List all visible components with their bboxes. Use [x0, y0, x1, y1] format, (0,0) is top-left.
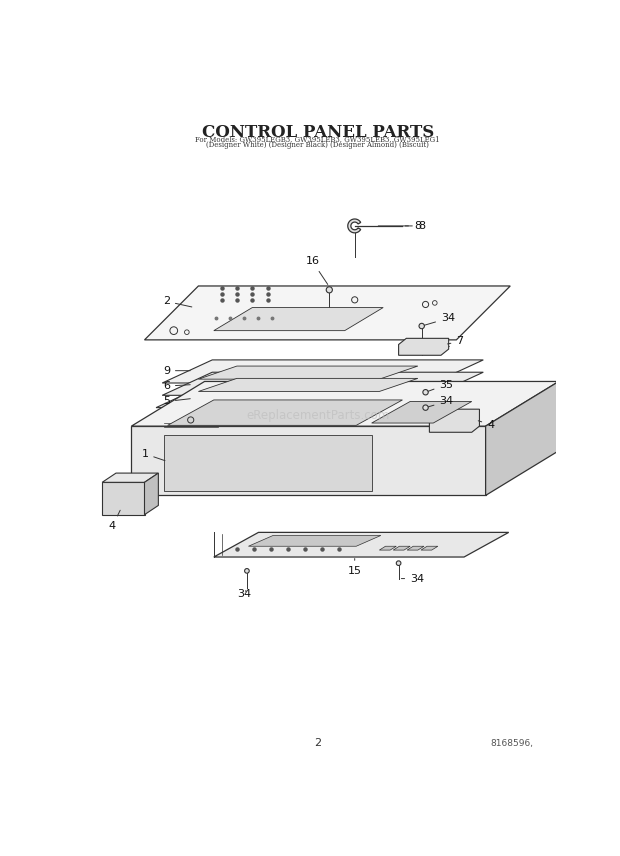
Text: 15: 15 — [348, 559, 361, 576]
Text: 6: 6 — [163, 381, 190, 391]
Text: 35: 35 — [428, 379, 453, 391]
Circle shape — [245, 568, 249, 574]
Wedge shape — [348, 219, 361, 233]
Circle shape — [326, 287, 332, 293]
Polygon shape — [249, 536, 381, 546]
Polygon shape — [430, 409, 479, 432]
Text: CONTROL PANEL PARTS: CONTROL PANEL PARTS — [202, 124, 434, 141]
Polygon shape — [162, 360, 484, 383]
Text: 2: 2 — [163, 296, 192, 307]
Polygon shape — [371, 401, 472, 423]
Text: 5: 5 — [163, 396, 190, 407]
Text: 4: 4 — [478, 419, 494, 430]
Text: 34: 34 — [424, 313, 455, 325]
Text: 8168596,: 8168596, — [490, 739, 533, 748]
Text: 4: 4 — [109, 510, 120, 532]
Text: eReplacementParts.com: eReplacementParts.com — [246, 409, 389, 422]
Polygon shape — [102, 482, 144, 514]
Polygon shape — [421, 546, 438, 550]
Circle shape — [423, 405, 428, 410]
Polygon shape — [214, 307, 383, 330]
Text: 1: 1 — [141, 449, 165, 461]
Text: 34: 34 — [237, 589, 252, 599]
Text: 34: 34 — [428, 396, 454, 407]
Polygon shape — [393, 546, 410, 550]
Polygon shape — [131, 426, 485, 496]
Polygon shape — [131, 382, 559, 426]
Circle shape — [419, 324, 425, 329]
Polygon shape — [198, 378, 418, 391]
Polygon shape — [144, 286, 510, 340]
Polygon shape — [379, 546, 396, 550]
Text: 7: 7 — [448, 336, 464, 347]
Text: 9: 9 — [163, 366, 190, 376]
Circle shape — [423, 389, 428, 395]
Polygon shape — [162, 372, 484, 395]
Polygon shape — [156, 384, 485, 407]
Circle shape — [396, 561, 401, 566]
Polygon shape — [399, 338, 449, 355]
Polygon shape — [485, 382, 559, 496]
Polygon shape — [144, 473, 158, 514]
Text: 34: 34 — [401, 574, 424, 584]
Text: 16: 16 — [306, 256, 328, 284]
Polygon shape — [164, 435, 371, 490]
Polygon shape — [102, 473, 158, 482]
Text: For Models: GW395LEGB3, GW395LEB3, GW395LEB3, GW395LEG1: For Models: GW395LEGB3, GW395LEB3, GW395… — [195, 135, 440, 143]
Text: 8: 8 — [378, 221, 421, 231]
Polygon shape — [167, 400, 402, 425]
Polygon shape — [198, 366, 418, 379]
Text: (Designer White) (Designer Black) (Designer Almond) (Biscuit): (Designer White) (Designer Black) (Desig… — [206, 141, 429, 149]
Text: 2: 2 — [314, 738, 321, 748]
Polygon shape — [407, 546, 424, 550]
Text: 8: 8 — [405, 221, 425, 231]
Polygon shape — [214, 532, 508, 557]
